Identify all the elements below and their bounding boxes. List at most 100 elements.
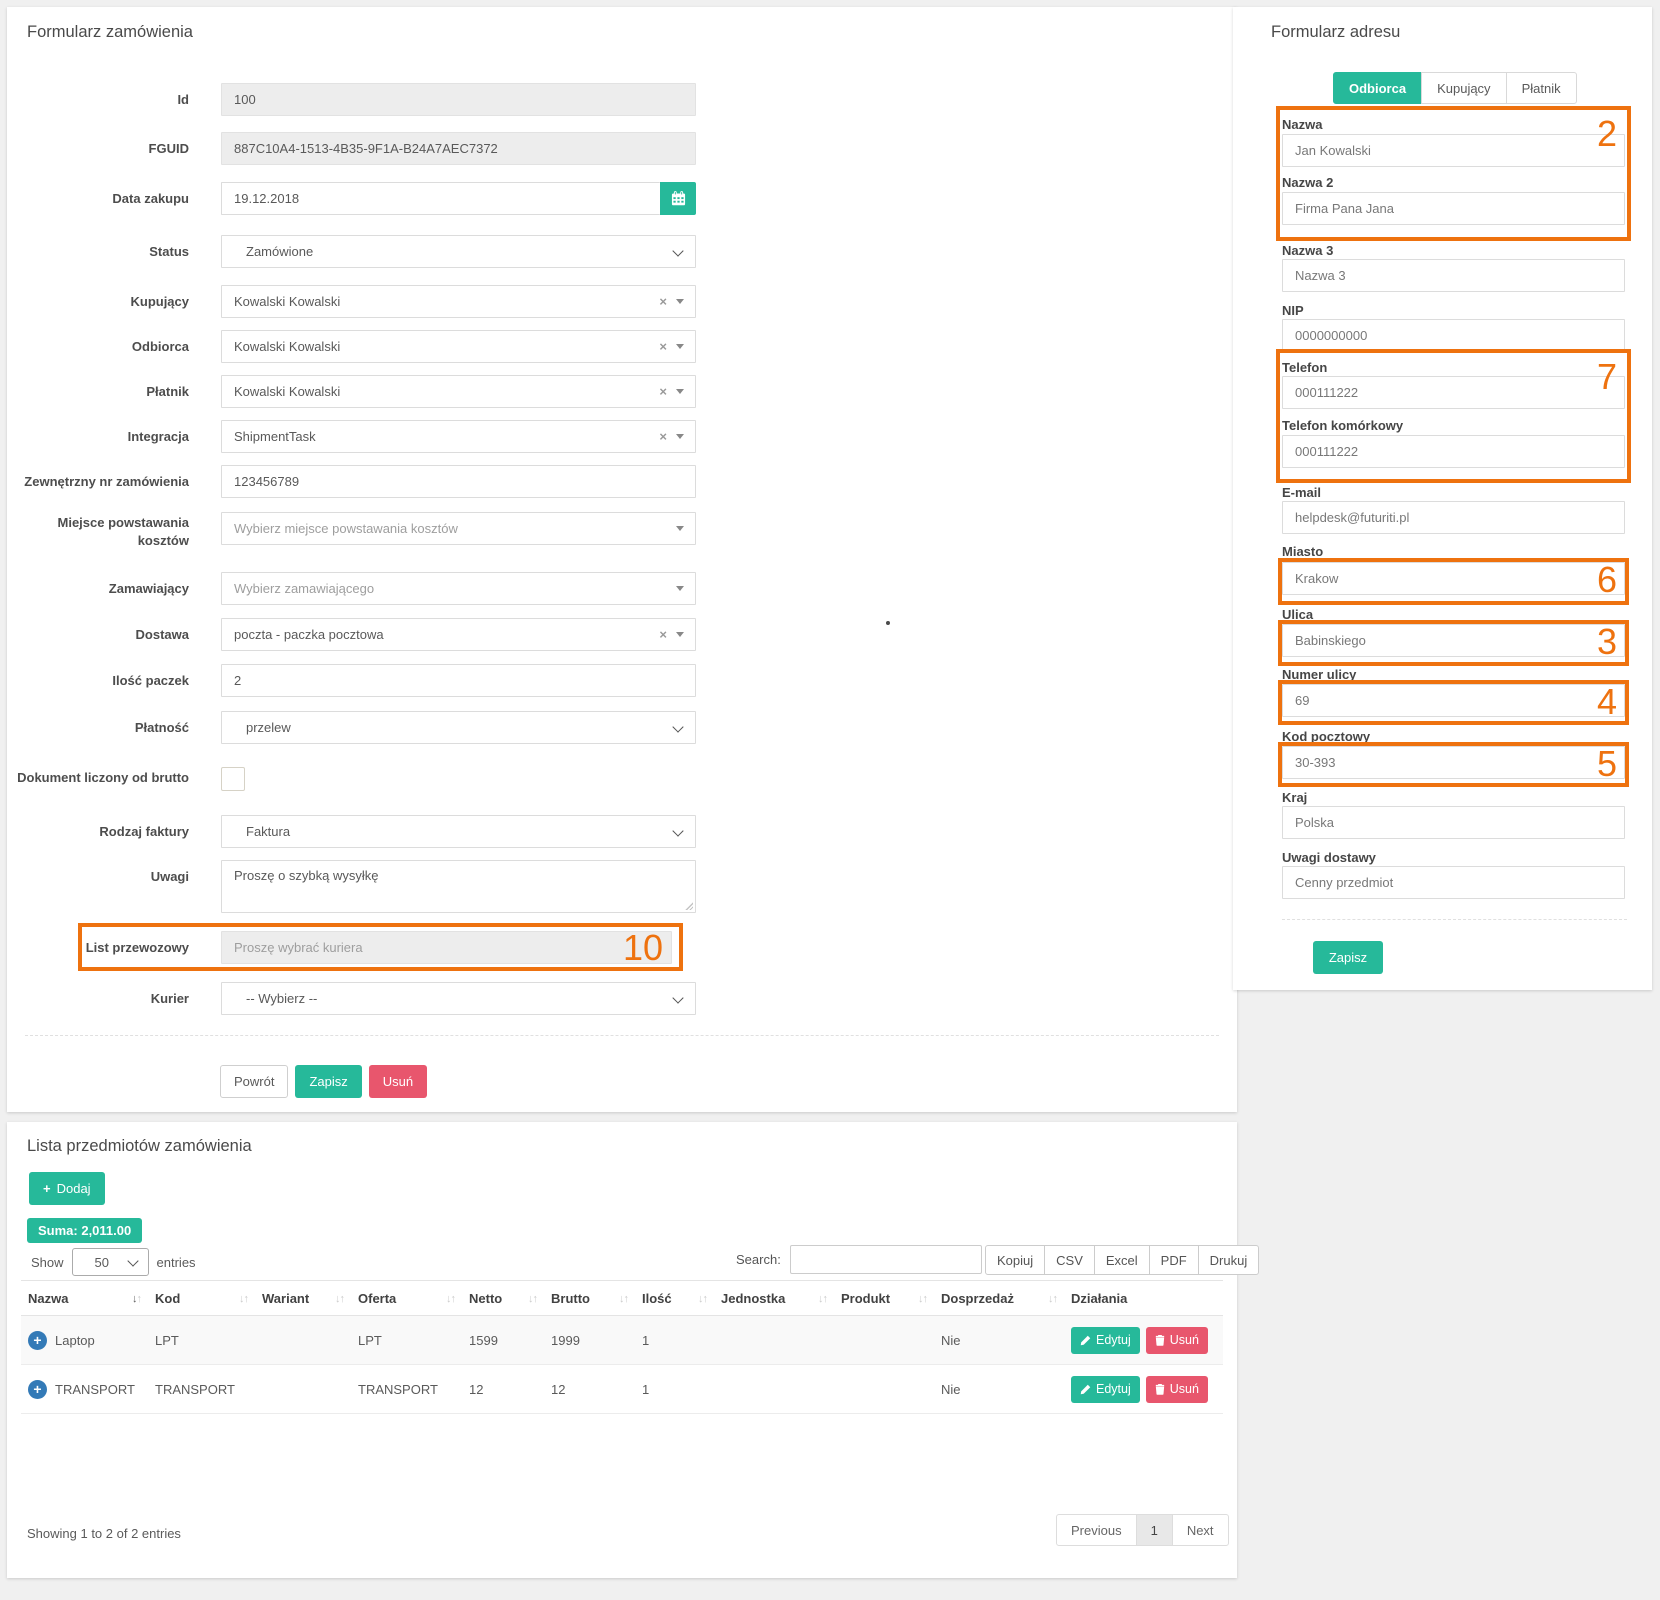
clear-icon[interactable]: × <box>659 294 667 309</box>
nip-label: NIP <box>1282 303 1304 318</box>
miejsce-select[interactable]: Wybierz miejsce powstawania kosztów <box>221 512 696 545</box>
chevron-down-icon <box>672 992 684 1004</box>
nazwa3-input[interactable]: Nazwa 3 <box>1282 259 1625 292</box>
numer-ulicy-input[interactable]: 69 <box>1282 684 1625 717</box>
next-page-button[interactable]: Next <box>1171 1514 1229 1546</box>
kurier-select[interactable]: -- Wybierz -- <box>221 982 696 1015</box>
sort-icon[interactable] <box>1048 1293 1057 1305</box>
length-menu: Show 50 entries <box>31 1248 196 1276</box>
col-kod[interactable]: Kod <box>155 1280 262 1316</box>
col-produkt[interactable]: Produkt <box>841 1280 941 1316</box>
sort-icon[interactable] <box>528 1293 537 1305</box>
telefon-komorkowy-input[interactable]: 000111222 <box>1282 435 1625 468</box>
cell-dosprzedaz: Nie <box>941 1364 1071 1414</box>
delete-button[interactable]: Usuń <box>368 1065 428 1098</box>
calendar-icon <box>671 191 685 206</box>
tab-kupujacy[interactable]: Kupujący <box>1421 72 1507 104</box>
calendar-button[interactable] <box>660 182 696 215</box>
ilosc-paczek-input[interactable]: 2 <box>221 664 696 697</box>
email-label: E-mail <box>1282 485 1322 500</box>
delete-row-button[interactable]: Usuń <box>1145 1326 1208 1354</box>
data-zakupu-input[interactable]: 19.12.2018 <box>221 182 660 215</box>
nip-input[interactable]: 0000000000 <box>1282 319 1625 352</box>
print-button[interactable]: Drukuj <box>1197 1245 1260 1275</box>
kupujacy-select[interactable]: Kowalski Kowalski × <box>221 285 696 318</box>
col-netto[interactable]: Netto <box>469 1280 551 1316</box>
expand-row-icon[interactable] <box>28 1379 47 1399</box>
search-input[interactable] <box>789 1245 982 1274</box>
rodzaj-faktury-select[interactable]: Faktura <box>221 815 696 848</box>
cell-brutto: 12 <box>551 1364 642 1414</box>
nazwa-input[interactable]: Jan Kowalski <box>1282 134 1625 167</box>
integracja-select[interactable]: ShipmentTask × <box>221 420 696 453</box>
platnik-select[interactable]: Kowalski Kowalski × <box>221 375 696 408</box>
clear-icon[interactable]: × <box>659 384 667 399</box>
platnosc-select[interactable]: przelew <box>221 711 696 744</box>
page-number-button[interactable]: 1 <box>1135 1514 1173 1546</box>
tab-platnik[interactable]: Płatnik <box>1505 72 1577 104</box>
delete-row-button[interactable]: Usuń <box>1145 1375 1208 1403</box>
caret-down-icon <box>676 586 684 591</box>
edit-row-button[interactable]: Edytuj <box>1071 1375 1140 1403</box>
plus-icon: + <box>43 1181 51 1196</box>
expand-row-icon[interactable] <box>28 1330 47 1350</box>
field-row-zewnetrzny: Zewnętrzny nr zamówienia 123456789 <box>7 465 1237 498</box>
add-item-button[interactable]: + Dodaj <box>29 1172 105 1205</box>
clear-icon[interactable]: × <box>659 339 667 354</box>
brutto-checkbox[interactable] <box>221 767 245 791</box>
sort-icon[interactable] <box>698 1293 707 1305</box>
miasto-input[interactable]: Krakow <box>1282 562 1625 595</box>
page-length-select[interactable]: 50 <box>71 1248 149 1276</box>
rodzaj-faktury-label: Rodzaj faktury <box>99 824 189 839</box>
sort-icon[interactable] <box>818 1293 827 1305</box>
uwagi-textarea[interactable]: Proszę o szybką wysyłkę <box>221 860 696 913</box>
cell-ilosc: 1 <box>642 1315 721 1365</box>
field-row-fguid: FGUID 887C10A4-1513-4B35-9F1A-B24A7AEC73… <box>7 132 1237 165</box>
telefon-input[interactable]: 000111222 <box>1282 376 1625 409</box>
tab-odbiorca[interactable]: Odbiorca <box>1333 72 1423 104</box>
col-wariant[interactable]: Wariant <box>262 1280 358 1316</box>
pdf-button[interactable]: PDF <box>1148 1245 1199 1275</box>
items-table: Nazwa Kod Wariant Oferta Netto Brutto Il… <box>21 1280 1223 1414</box>
divider <box>1282 919 1627 920</box>
col-oferta[interactable]: Oferta <box>358 1280 469 1316</box>
odbiorca-select[interactable]: Kowalski Kowalski × <box>221 330 696 363</box>
cell-oferta: LPT <box>358 1315 469 1365</box>
status-select[interactable]: Zamówione <box>221 235 696 268</box>
col-brutto[interactable]: Brutto <box>551 1280 642 1316</box>
excel-button[interactable]: Excel <box>1093 1245 1150 1275</box>
sort-icon[interactable] <box>132 1293 141 1305</box>
email-input[interactable]: helpdesk@futuriti.pl <box>1282 501 1625 534</box>
sort-icon[interactable] <box>619 1293 628 1305</box>
kraj-input[interactable]: Polska <box>1282 806 1625 839</box>
edit-row-button[interactable]: Edytuj <box>1071 1326 1140 1354</box>
clear-icon[interactable]: × <box>659 429 667 444</box>
col-dosprzedaz[interactable]: Dosprzedaż <box>941 1280 1071 1316</box>
field-row-list-przewozowy: List przewozowy Proszę wybrać kuriera <box>7 931 1237 964</box>
zamawiajacy-select[interactable]: Wybierz zamawiającego <box>221 572 696 605</box>
col-nazwa[interactable]: Nazwa <box>21 1280 155 1316</box>
ulica-input[interactable]: Babinskiego <box>1282 624 1625 657</box>
clear-icon[interactable]: × <box>659 627 667 642</box>
csv-button[interactable]: CSV <box>1044 1245 1095 1275</box>
col-jednostka[interactable]: Jednostka <box>721 1280 841 1316</box>
caret-down-icon <box>676 434 684 439</box>
uwagi-dostawy-input[interactable]: Cenny przedmiot <box>1282 866 1625 899</box>
kod-pocztowy-label: Kod pocztowy <box>1282 729 1371 744</box>
dostawa-select[interactable]: poczta - paczka pocztowa × <box>221 618 696 651</box>
resize-handle-icon[interactable] <box>684 901 693 910</box>
address-save-button[interactable]: Zapisz <box>1313 941 1383 974</box>
back-button[interactable]: Powrót <box>220 1065 289 1098</box>
sort-icon[interactable] <box>239 1293 248 1305</box>
sort-icon[interactable] <box>918 1293 927 1305</box>
kod-pocztowy-input[interactable]: 30-393 <box>1282 746 1625 779</box>
sort-icon[interactable] <box>446 1293 455 1305</box>
save-button[interactable]: Zapisz <box>295 1065 362 1098</box>
zewnetrzny-input[interactable]: 123456789 <box>221 465 696 498</box>
field-row-data-zakupu: Data zakupu 19.12.2018 <box>7 182 1237 215</box>
sort-icon[interactable] <box>335 1293 344 1305</box>
copy-button[interactable]: Kopiuj <box>985 1245 1046 1275</box>
previous-page-button[interactable]: Previous <box>1056 1514 1137 1546</box>
nazwa2-input[interactable]: Firma Pana Jana <box>1282 192 1625 225</box>
col-ilosc[interactable]: Ilość <box>642 1280 721 1316</box>
